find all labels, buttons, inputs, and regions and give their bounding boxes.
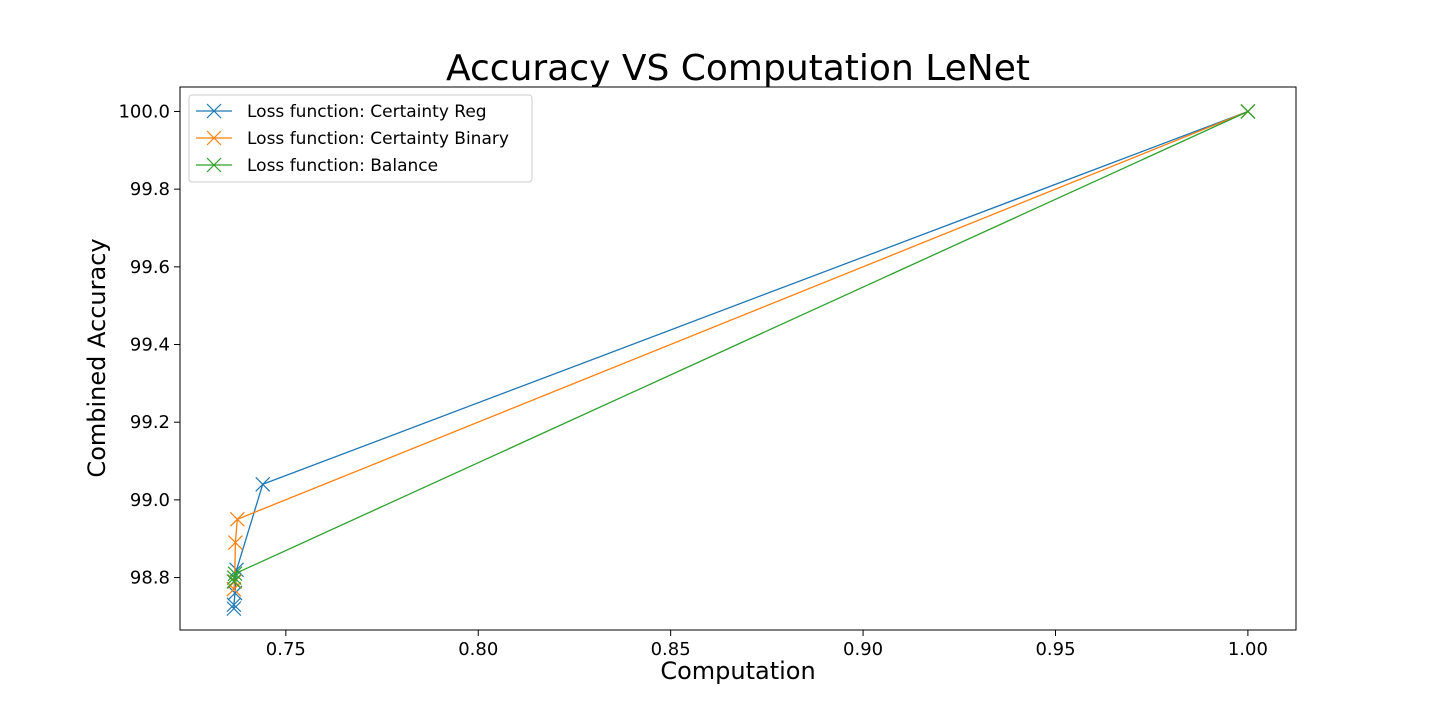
x-tick-label: 0.90 xyxy=(843,639,883,660)
data-point xyxy=(229,511,245,527)
y-tick-label: 99.6 xyxy=(130,257,170,278)
legend-marker xyxy=(206,103,222,119)
data-point xyxy=(227,585,243,601)
legend-label: Loss function: Balance xyxy=(247,156,438,176)
plot-series xyxy=(226,104,1256,617)
x-tick-label: 0.80 xyxy=(458,639,498,660)
chart-title: Accuracy VS Computation LeNet xyxy=(446,48,1030,89)
data-point xyxy=(255,476,271,492)
x-tick-label: 0.75 xyxy=(266,639,306,660)
legend-item: Loss function: Balance xyxy=(196,156,438,176)
series-line xyxy=(233,110,1249,582)
y-tick-label: 99.4 xyxy=(130,335,170,356)
y-axis-label: Combined Accuracy xyxy=(83,238,111,477)
legend-box xyxy=(188,94,533,183)
x-axis-label: Computation xyxy=(660,657,815,685)
series-3 xyxy=(226,104,1256,589)
data-point xyxy=(226,597,242,613)
legend-label: Loss function: Certainty Reg xyxy=(247,102,487,122)
data-point xyxy=(226,601,242,617)
y-tick-label: 99.8 xyxy=(130,179,170,200)
y-tick-label: 99.2 xyxy=(130,412,170,433)
data-point xyxy=(226,570,242,585)
series-line xyxy=(233,110,1249,609)
data-point xyxy=(1240,104,1256,119)
y-axis-ticks: 98.8 99.0 99.2 99.4 99.6 99.8 100.0 xyxy=(118,101,180,589)
data-point xyxy=(227,535,243,551)
legend-marker xyxy=(206,130,222,146)
x-axis-ticks: 0.75 0.80 0.85 0.90 0.95 1.00 xyxy=(266,630,1268,660)
series-line xyxy=(233,110,1249,590)
plot-frame xyxy=(179,86,1297,631)
y-tick-label: 98.8 xyxy=(130,568,170,589)
x-tick-label: 0.85 xyxy=(651,639,691,660)
legend: Loss function: Certainty Reg Loss functio… xyxy=(188,94,533,183)
legend-marker xyxy=(206,157,222,173)
y-tick-label: 99.0 xyxy=(130,490,170,511)
legend-label: Loss function: Certainty Binary xyxy=(247,129,509,149)
x-tick-label: 0.95 xyxy=(1035,639,1075,660)
y-tick-label: 100.0 xyxy=(118,101,170,122)
legend-item: Loss function: Certainty Reg xyxy=(196,102,487,122)
data-point xyxy=(227,566,243,582)
x-tick-label: 1.00 xyxy=(1228,639,1268,660)
legend-item: Loss function: Certainty Binary xyxy=(196,129,509,149)
